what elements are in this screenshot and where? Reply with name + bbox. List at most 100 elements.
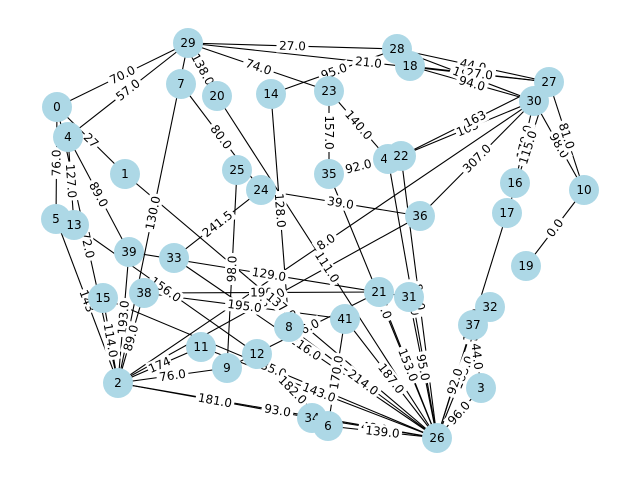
node-10: 10 (569, 175, 599, 205)
node-label: 37 (465, 318, 480, 332)
node-circle (246, 175, 276, 205)
node-circle (364, 277, 394, 307)
node-circle (405, 201, 435, 231)
node-circle (186, 332, 216, 362)
edge-label-background (119, 320, 143, 356)
edge-weight-text: 39.0 (326, 194, 355, 212)
edge-label-background (248, 264, 290, 285)
edge-weight-text: 95.0 (414, 353, 433, 382)
node-label: 7 (177, 77, 185, 91)
node-circle (330, 304, 360, 334)
edge-weight-text: 214.0 (345, 367, 381, 399)
node-35: 35 (314, 159, 344, 189)
edge-label-background (197, 206, 238, 242)
edge-label-background (351, 53, 386, 72)
node-circle (173, 28, 203, 58)
edge-label-background (79, 129, 103, 152)
node-circle (314, 76, 344, 106)
edge-weight-text: 307.0 (460, 141, 494, 175)
edge-label-background (340, 105, 377, 145)
node-14: 14 (256, 79, 286, 109)
node-label: 5 (52, 212, 60, 226)
node-8: 8 (274, 312, 304, 342)
edge-label-6-26: 139.0 (362, 422, 403, 442)
node-label: 22 (393, 149, 408, 163)
edge-label-background (84, 177, 113, 212)
node-layer: 2928182730047201423402212524351610513361… (41, 28, 599, 453)
edge-label-4-39: 89.0 (84, 177, 113, 212)
node-label: 23 (321, 84, 336, 98)
node-circle (256, 79, 286, 109)
node-12: 12 (242, 339, 272, 369)
edge-label-background (468, 339, 486, 374)
edge-label-background (100, 320, 121, 361)
edge-label-background (155, 366, 190, 385)
node-circle (395, 51, 425, 81)
edge-label-background (341, 155, 376, 178)
node-3: 3 (466, 373, 496, 403)
node-label: 6 (324, 419, 332, 433)
edge-weight-text: 76.0 (49, 150, 63, 177)
node-label: 16 (507, 176, 522, 190)
edge-label-2-34: 181.0 (194, 390, 236, 411)
edge-label-background (545, 128, 573, 163)
node-label: 20 (209, 89, 224, 103)
edge-label-background (271, 190, 289, 231)
node-33: 33 (159, 243, 189, 273)
node-label: 9 (223, 361, 231, 375)
edge-weight-text: 139.0 (365, 423, 401, 441)
node-circle (394, 282, 424, 312)
edge-label-background (145, 272, 186, 307)
node-circle (114, 237, 144, 267)
edge-label-4-13: 127.0 (62, 161, 80, 201)
node-37: 37 (458, 310, 488, 340)
node-circle (422, 423, 452, 453)
edge-weight-text: 76.0 (158, 367, 186, 385)
node-circle (42, 92, 72, 122)
node-36: 36 (405, 201, 435, 231)
edge-weight-text: 27.0 (279, 39, 306, 54)
node-label: 0 (53, 100, 61, 114)
edge-label-background (276, 38, 309, 54)
node-label: 21 (371, 285, 386, 299)
node-circle (511, 251, 541, 281)
edge-weight-text: 111.0 (312, 249, 342, 285)
node-label: 29 (180, 36, 195, 50)
node-24: 24 (246, 175, 276, 205)
edge-label-background (105, 61, 140, 89)
edge-label-background (362, 422, 403, 442)
node-9: 9 (212, 353, 242, 383)
node-label: 10 (576, 183, 591, 197)
edge-weight-text: 93.0 (263, 401, 292, 419)
edge-weight-text: 94.0 (457, 73, 487, 94)
node-label: 14 (263, 87, 278, 101)
edge-label-29-23: 74.0 (241, 55, 276, 79)
node-label: 13 (66, 218, 81, 232)
node-41: 41 (330, 304, 360, 334)
node-2: 2 (103, 368, 133, 398)
node-label: 17 (499, 206, 514, 220)
edge-weight-text: 129.0 (251, 265, 287, 284)
node-circle (212, 353, 242, 383)
edge-label-background (458, 139, 496, 178)
edge-label-background (311, 229, 341, 255)
edge-label-background (49, 146, 64, 180)
node-circle (88, 283, 118, 313)
edge-label-7-24: 80.0 (205, 120, 237, 154)
edge-label-background (145, 353, 174, 377)
node-circle (53, 122, 83, 152)
edge-label-background (260, 400, 295, 421)
node-22: 22 (386, 141, 416, 171)
edge-weight-text: 21.0 (354, 54, 382, 71)
node-circle (386, 141, 416, 171)
edge-weight-text: 92.0 (344, 156, 373, 176)
node-circle (500, 168, 530, 198)
node-18: 18 (395, 51, 425, 81)
node-31: 31 (394, 282, 424, 312)
node-circle (202, 81, 232, 111)
node-26: 26 (422, 423, 452, 453)
edge-label-39-31: 129.0 (248, 264, 290, 285)
edge-label-background (194, 390, 236, 411)
node-label: 33 (166, 251, 181, 265)
